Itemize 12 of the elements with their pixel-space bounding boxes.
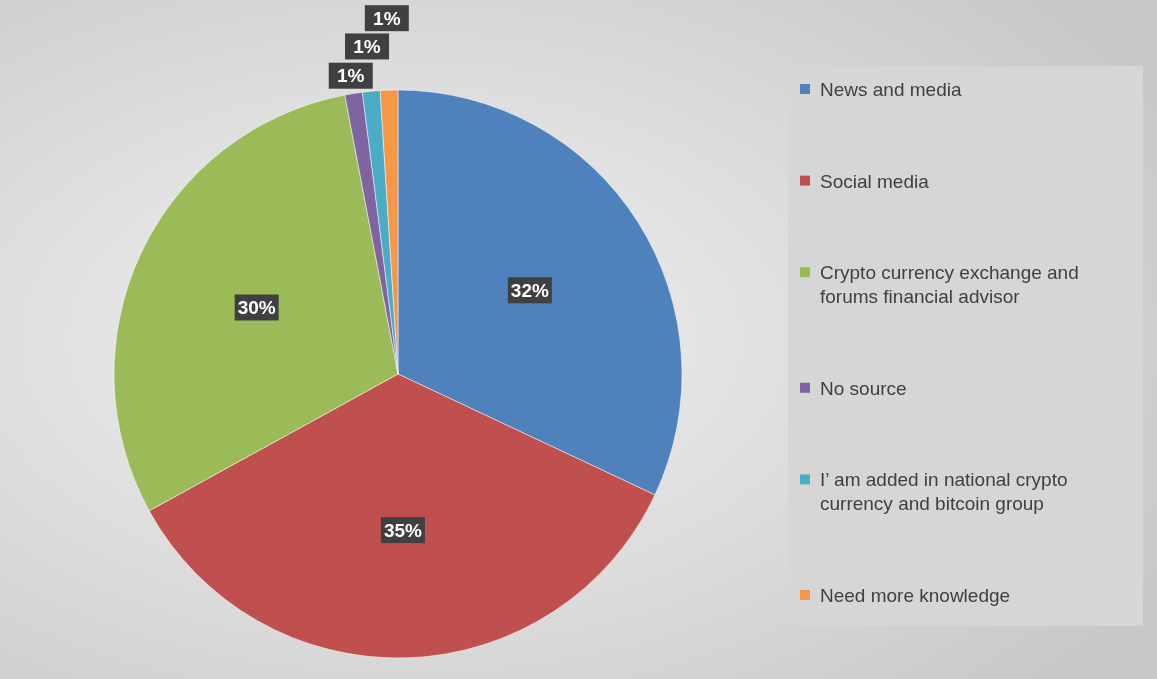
- legend-label: No source: [820, 377, 907, 399]
- legend-label: Need more knowledge: [820, 585, 1011, 606]
- data-label: 30%: [237, 296, 276, 318]
- data-label: 1%: [373, 7, 401, 29]
- legend-label: I’ am added in national crypto currency and bitcoin group: [820, 469, 1068, 515]
- data-label: 1%: [353, 35, 381, 57]
- legend-label: Social media: [820, 170, 930, 192]
- data-label: 35%: [383, 519, 423, 541]
- data-label: 1%: [337, 65, 365, 87]
- legend-label: Crypto currency exchange and forums financial advisor: [820, 262, 1079, 308]
- data-label: 32%: [510, 279, 549, 301]
- legend-label: News and media: [820, 79, 962, 100]
